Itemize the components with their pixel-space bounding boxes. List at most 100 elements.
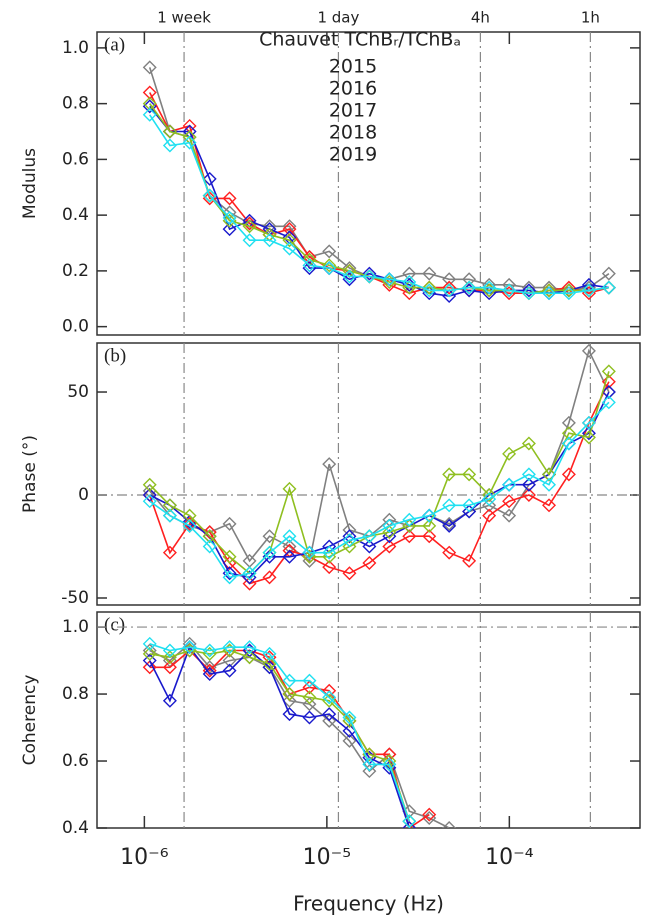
series-line <box>149 643 411 822</box>
data-point <box>302 545 317 560</box>
data-point <box>362 539 377 554</box>
plot-frame <box>96 611 641 829</box>
data-point <box>482 280 497 295</box>
data-point <box>442 280 457 295</box>
data-point <box>521 436 536 451</box>
data-point <box>242 640 257 655</box>
legend-title: Chauvet TChBᵣ/TChBₐ <box>259 29 461 51</box>
data-point <box>521 283 536 298</box>
data-point <box>462 498 477 513</box>
data-point <box>262 233 277 248</box>
legend-label: 2019 <box>329 144 377 166</box>
data-point <box>222 640 237 655</box>
data-point <box>182 135 197 150</box>
data-point <box>142 636 157 651</box>
data-point <box>382 754 397 769</box>
data-point <box>222 191 237 206</box>
data-point <box>482 492 497 507</box>
data-point <box>581 430 596 445</box>
data-point <box>142 660 157 675</box>
data-point <box>202 525 217 540</box>
x-tick-label: 10⁻⁴ <box>485 845 534 870</box>
data-point <box>542 498 557 513</box>
data-point <box>542 477 557 492</box>
y-tick-label: 0.2 <box>62 261 89 281</box>
data-point <box>402 821 417 828</box>
data-point <box>402 814 417 828</box>
data-point <box>402 275 417 290</box>
data-point <box>502 494 517 509</box>
data-point <box>222 516 237 531</box>
data-point <box>402 286 417 301</box>
data-point <box>422 807 437 822</box>
y-tick-label: 50 <box>67 382 89 402</box>
series-line <box>149 391 610 579</box>
data-point <box>462 553 477 568</box>
data-point <box>462 504 477 519</box>
data-point <box>362 757 377 772</box>
y-tick-label: 1.0 <box>62 617 89 637</box>
data-point <box>362 529 377 544</box>
data-point <box>162 660 177 675</box>
data-point <box>521 286 536 301</box>
data-point <box>302 710 317 725</box>
series-line <box>149 642 450 828</box>
y-axis-label: Coherency <box>20 675 40 766</box>
data-point <box>202 539 217 554</box>
data-point <box>581 283 596 298</box>
series-line <box>149 649 411 822</box>
data-point <box>382 525 397 540</box>
data-point <box>422 280 437 295</box>
data-point <box>442 545 457 560</box>
series-group <box>142 60 616 303</box>
plot-frame <box>96 342 641 606</box>
data-point <box>322 713 337 728</box>
data-point <box>202 666 217 681</box>
data-point <box>162 693 177 708</box>
data-point <box>382 272 397 287</box>
legend-label: 2017 <box>329 100 377 122</box>
data-point <box>222 210 237 225</box>
data-point <box>162 508 177 523</box>
data-point <box>422 518 437 533</box>
data-point <box>322 560 337 575</box>
data-point <box>262 545 277 560</box>
data-point <box>601 280 616 295</box>
data-point <box>342 733 357 748</box>
data-point <box>262 646 277 661</box>
plot-frame <box>96 31 641 336</box>
series-line <box>149 649 430 828</box>
data-point <box>382 518 397 533</box>
data-point <box>561 467 576 482</box>
data-point <box>462 467 477 482</box>
data-point <box>162 650 177 665</box>
data-point <box>322 690 337 705</box>
panel-label: (b) <box>104 345 126 366</box>
data-point <box>142 653 157 668</box>
x-tick-label: 10⁻⁶ <box>120 845 169 870</box>
data-point <box>442 821 457 828</box>
data-point <box>202 171 217 186</box>
data-point <box>482 498 497 513</box>
series-group <box>142 636 457 828</box>
data-point <box>342 539 357 554</box>
data-point <box>242 576 257 591</box>
series-line <box>149 105 610 297</box>
data-point <box>362 266 377 281</box>
data-point <box>442 467 457 482</box>
data-point <box>282 687 297 702</box>
data-point <box>482 508 497 523</box>
data-point <box>502 283 517 298</box>
data-point <box>302 697 317 712</box>
top-tick-label: 1 week <box>157 9 211 27</box>
data-point <box>422 529 437 544</box>
y-tick-label: 0.4 <box>62 205 89 225</box>
data-point <box>561 283 576 298</box>
data-point <box>601 266 616 281</box>
data-point <box>162 498 177 513</box>
data-point <box>502 477 517 492</box>
panel: -50 0 50 Phase (°) (b) <box>20 342 641 608</box>
data-point <box>342 269 357 284</box>
data-point <box>142 494 157 509</box>
